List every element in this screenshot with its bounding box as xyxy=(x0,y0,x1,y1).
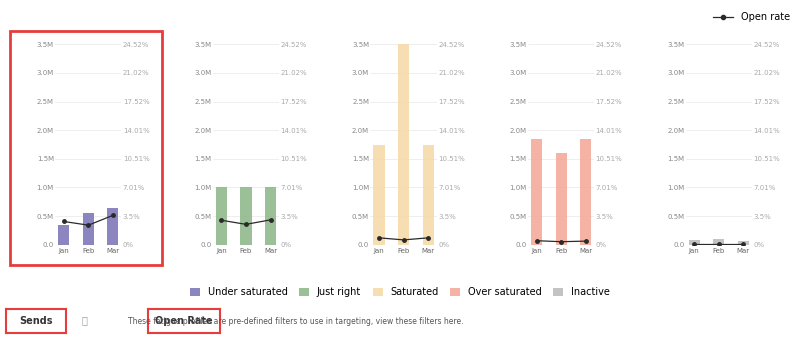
Bar xyxy=(374,144,385,245)
Bar xyxy=(689,240,700,245)
Bar xyxy=(241,187,251,245)
Bar xyxy=(216,187,227,245)
Legend: Under saturated, Just right, Saturated, Over saturated, Inactive: Under saturated, Just right, Saturated, … xyxy=(186,283,614,301)
Bar xyxy=(398,33,409,245)
Bar xyxy=(556,153,566,245)
Bar xyxy=(580,139,591,245)
Bar xyxy=(738,241,749,245)
Text: Open Rate: Open Rate xyxy=(155,316,213,326)
Bar xyxy=(531,139,542,245)
Bar xyxy=(714,239,724,245)
Text: These fatigue profiles are pre-defined filters to use in targeting, view these f: These fatigue profiles are pre-defined f… xyxy=(128,317,463,326)
Text: ⓘ: ⓘ xyxy=(81,316,87,326)
Bar xyxy=(58,225,70,245)
Bar xyxy=(265,187,276,245)
Bar xyxy=(107,207,118,245)
Bar xyxy=(422,144,434,245)
Text: Sends: Sends xyxy=(20,316,53,326)
Legend: Open rate: Open rate xyxy=(710,8,794,26)
Bar xyxy=(83,213,94,245)
